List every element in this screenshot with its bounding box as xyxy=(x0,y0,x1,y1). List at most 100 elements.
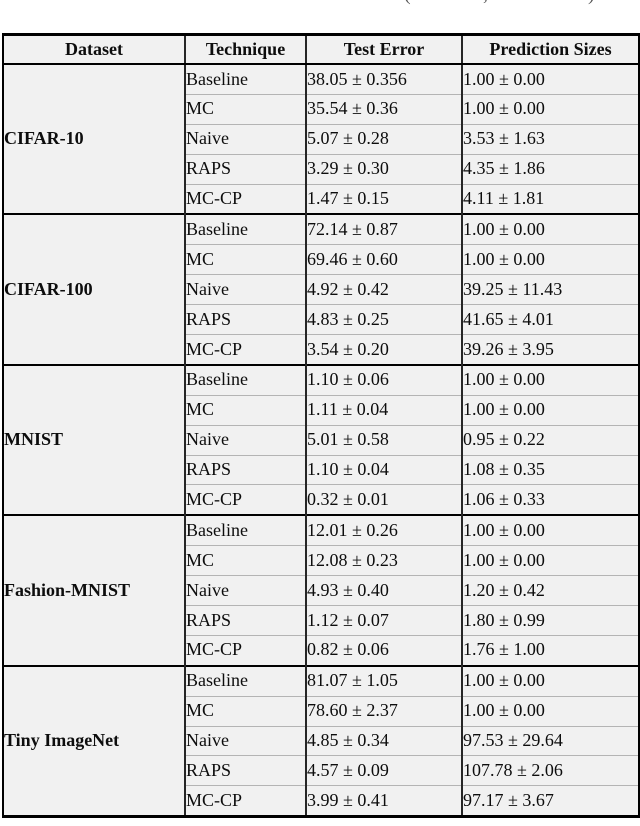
technique-cell: MC-CP xyxy=(185,634,307,666)
technique-cell: MC xyxy=(185,93,307,125)
table-row: RAPS 4.83 ± 0.25 41.65 ± 4.01 xyxy=(3,304,639,335)
test-error-cell: 1.10 ± 0.04 xyxy=(306,454,463,485)
technique-cell: Naive xyxy=(185,575,307,606)
table-row: Naive 4.85 ± 0.34 97.53 ± 29.64 xyxy=(3,725,639,756)
prediction-sizes-cell: 1.00 ± 0.00 xyxy=(462,93,639,125)
table-row: MC 78.60 ± 2.37 1.00 ± 0.00 xyxy=(3,695,639,727)
cropped-caption-fragment: ( , ) xyxy=(0,0,640,5)
table-row: RAPS 4.57 ± 0.09 107.78 ± 2.06 xyxy=(3,755,639,786)
technique-cell: Baseline xyxy=(185,213,307,245)
prediction-sizes-cell: 3.53 ± 1.63 xyxy=(462,123,639,155)
test-error-cell: 0.32 ± 0.01 xyxy=(306,484,463,516)
technique-cell: Naive xyxy=(185,274,307,305)
table-row: Tiny ImageNet Baseline 81.07 ± 1.05 1.00… xyxy=(3,664,639,817)
table-row: CIFAR-100 Baseline 72.14 ± 0.87 1.00 ± 0… xyxy=(3,213,639,365)
table-row: MC 1.11 ± 0.04 1.00 ± 0.00 xyxy=(3,394,639,426)
dataset-cell: Fashion-MNIST xyxy=(3,514,186,666)
test-error-cell: 4.57 ± 0.09 xyxy=(306,755,463,786)
prediction-sizes-cell: 39.25 ± 11.43 xyxy=(462,274,639,305)
table-row: MC 12.08 ± 0.23 1.00 ± 0.00 xyxy=(3,545,639,576)
test-error-cell: 81.07 ± 1.05 xyxy=(306,664,463,697)
technique-cell: RAPS xyxy=(185,605,307,636)
test-error-cell: 4.83 ± 0.25 xyxy=(306,304,463,335)
technique-cell: MC xyxy=(185,695,307,727)
technique-cell: Naive xyxy=(185,424,307,456)
test-error-cell: 5.07 ± 0.28 xyxy=(306,123,463,155)
table-row: MC-CP 1.47 ± 0.15 4.11 ± 1.81 xyxy=(3,183,639,215)
technique-cell: MC xyxy=(185,244,307,275)
prediction-sizes-cell: 97.53 ± 29.64 xyxy=(462,725,639,756)
technique-cell: RAPS xyxy=(185,755,307,786)
cropped-glyph-comma: , xyxy=(483,0,488,5)
table-row: MC-CP 0.32 ± 0.01 1.06 ± 0.33 xyxy=(3,484,639,516)
test-error-cell: 35.54 ± 0.36 xyxy=(306,93,463,125)
table-row: MNIST Baseline 1.10 ± 0.06 1.00 ± 0.00 xyxy=(3,363,639,516)
table-row: RAPS 3.29 ± 0.30 4.35 ± 1.86 xyxy=(3,153,639,185)
test-error-cell: 69.46 ± 0.60 xyxy=(306,244,463,275)
test-error-cell: 3.99 ± 0.41 xyxy=(306,785,463,817)
test-error-cell: 72.14 ± 0.87 xyxy=(306,213,463,245)
table-row: MC 69.46 ± 0.60 1.00 ± 0.00 xyxy=(3,244,639,275)
column-header-prediction-sizes: Prediction Sizes xyxy=(462,34,639,65)
prediction-sizes-cell: 1.08 ± 0.35 xyxy=(462,454,639,485)
test-error-cell: 12.08 ± 0.23 xyxy=(306,545,463,576)
results-table-container: Dataset Technique Test Error Prediction … xyxy=(2,33,640,819)
prediction-sizes-cell: 1.06 ± 0.33 xyxy=(462,484,639,516)
technique-cell: RAPS xyxy=(185,153,307,185)
prediction-sizes-cell: 4.35 ± 1.86 xyxy=(462,153,639,185)
technique-cell: Baseline xyxy=(185,664,307,697)
prediction-sizes-cell: 1.00 ± 0.00 xyxy=(462,213,639,245)
column-header-test-error: Test Error xyxy=(306,34,463,65)
test-error-cell: 3.54 ± 0.20 xyxy=(306,334,463,365)
prediction-sizes-cell: 1.00 ± 0.00 xyxy=(462,394,639,426)
technique-cell: MC-CP xyxy=(185,334,307,365)
dataset-cell: CIFAR-10 xyxy=(3,62,186,215)
table-row: Fashion-MNIST Baseline 12.01 ± 0.26 1.00… xyxy=(3,514,639,666)
prediction-sizes-cell: 41.65 ± 4.01 xyxy=(462,304,639,335)
table-row: RAPS 1.10 ± 0.04 1.08 ± 0.35 xyxy=(3,454,639,485)
table-row: CIFAR-10 Baseline 38.05 ± 0.356 1.00 ± 0… xyxy=(3,62,639,215)
column-header-dataset: Dataset xyxy=(3,34,186,65)
prediction-sizes-cell: 39.26 ± 3.95 xyxy=(462,334,639,365)
prediction-sizes-cell: 1.00 ± 0.00 xyxy=(462,244,639,275)
test-error-cell: 1.10 ± 0.06 xyxy=(306,363,463,396)
dataset-cell: MNIST xyxy=(3,363,186,516)
table-row: MC-CP 0.82 ± 0.06 1.76 ± 1.00 xyxy=(3,634,639,666)
test-error-cell: 4.92 ± 0.42 xyxy=(306,274,463,305)
prediction-sizes-cell: 1.76 ± 1.00 xyxy=(462,634,639,666)
test-error-cell: 3.29 ± 0.30 xyxy=(306,153,463,185)
technique-cell: Naive xyxy=(185,725,307,756)
table-row: MC 35.54 ± 0.36 1.00 ± 0.00 xyxy=(3,93,639,125)
technique-cell: Naive xyxy=(185,123,307,155)
prediction-sizes-cell: 1.00 ± 0.00 xyxy=(462,363,639,396)
table-row: MC-CP 3.54 ± 0.20 39.26 ± 3.95 xyxy=(3,334,639,365)
test-error-cell: 0.82 ± 0.06 xyxy=(306,634,463,666)
prediction-sizes-cell: 107.78 ± 2.06 xyxy=(462,755,639,786)
prediction-sizes-cell: 1.20 ± 0.42 xyxy=(462,575,639,606)
test-error-cell: 1.12 ± 0.07 xyxy=(306,605,463,636)
cropped-glyph-close-paren: ) xyxy=(588,0,595,5)
technique-cell: RAPS xyxy=(185,304,307,335)
results-table: Dataset Technique Test Error Prediction … xyxy=(2,33,640,819)
prediction-sizes-cell: 1.00 ± 0.00 xyxy=(462,545,639,576)
table-row: MC-CP 3.99 ± 0.41 97.17 ± 3.67 xyxy=(3,785,639,817)
prediction-sizes-cell: 97.17 ± 3.67 xyxy=(462,785,639,817)
technique-cell: MC xyxy=(185,545,307,576)
technique-cell: Baseline xyxy=(185,363,307,396)
technique-cell: MC-CP xyxy=(185,785,307,817)
prediction-sizes-cell: 1.00 ± 0.00 xyxy=(462,664,639,697)
dataset-cell: Tiny ImageNet xyxy=(3,664,186,817)
test-error-cell: 78.60 ± 2.37 xyxy=(306,695,463,727)
header-row: Dataset Technique Test Error Prediction … xyxy=(3,34,639,65)
test-error-cell: 12.01 ± 0.26 xyxy=(306,514,463,546)
prediction-sizes-cell: 1.00 ± 0.00 xyxy=(462,514,639,546)
test-error-cell: 1.11 ± 0.04 xyxy=(306,394,463,426)
technique-cell: Baseline xyxy=(185,62,307,95)
table-row: Naive 4.93 ± 0.40 1.20 ± 0.42 xyxy=(3,575,639,606)
column-header-technique: Technique xyxy=(185,34,307,65)
cropped-glyph-open-paren: ( xyxy=(404,0,411,5)
technique-cell: MC-CP xyxy=(185,484,307,516)
test-error-cell: 1.47 ± 0.15 xyxy=(306,183,463,215)
prediction-sizes-cell: 0.95 ± 0.22 xyxy=(462,424,639,456)
